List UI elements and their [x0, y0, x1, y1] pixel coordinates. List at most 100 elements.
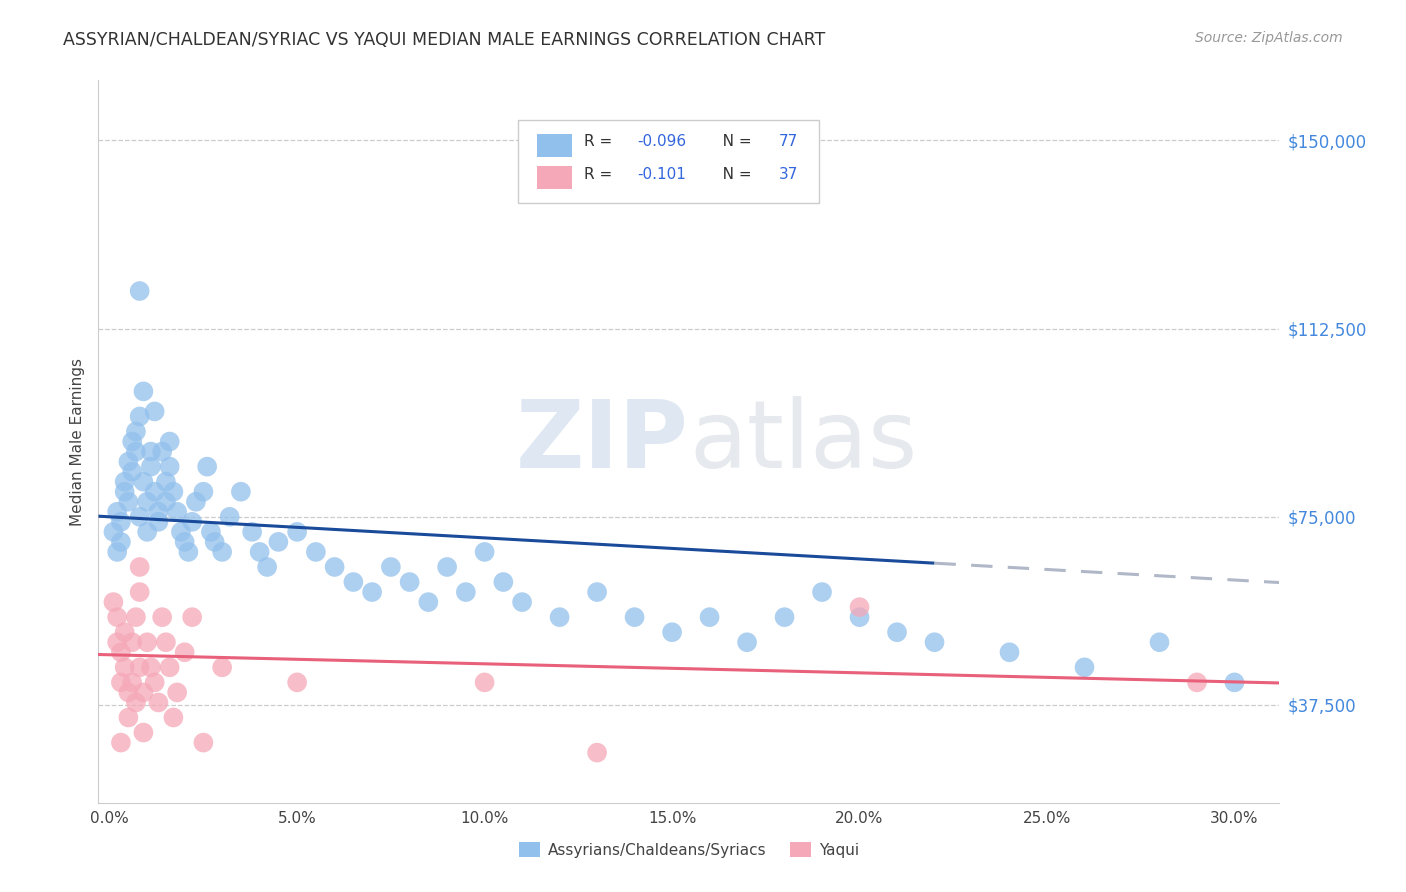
- Point: [193, 484, 215, 499]
- Point: [139, 444, 162, 458]
- Point: [510, 595, 533, 609]
- Point: [125, 696, 148, 710]
- Point: [811, 585, 834, 599]
- Point: [132, 685, 155, 699]
- Point: [143, 404, 166, 418]
- Point: [924, 635, 946, 649]
- Point: [623, 610, 645, 624]
- Text: 37: 37: [779, 167, 799, 182]
- Point: [105, 610, 128, 624]
- Point: [184, 494, 207, 508]
- Point: [136, 635, 159, 649]
- Point: [166, 685, 188, 699]
- Point: [181, 515, 204, 529]
- Point: [218, 509, 240, 524]
- Point: [125, 425, 148, 439]
- Point: [114, 660, 136, 674]
- Point: [699, 610, 721, 624]
- Point: [136, 494, 159, 508]
- Point: [305, 545, 328, 559]
- FancyBboxPatch shape: [517, 120, 818, 203]
- Point: [148, 515, 170, 529]
- Point: [105, 505, 128, 519]
- Point: [110, 675, 132, 690]
- Point: [105, 545, 128, 559]
- Point: [166, 505, 188, 519]
- Point: [155, 494, 177, 508]
- Point: [249, 545, 271, 559]
- Point: [155, 635, 177, 649]
- Point: [114, 475, 136, 489]
- Point: [342, 574, 364, 589]
- Point: [128, 660, 150, 674]
- Point: [240, 524, 263, 539]
- Point: [848, 600, 870, 615]
- Text: R =: R =: [583, 167, 617, 182]
- Point: [267, 534, 290, 549]
- Point: [229, 484, 252, 499]
- Point: [136, 524, 159, 539]
- Point: [256, 560, 278, 574]
- Point: [121, 434, 143, 449]
- Point: [132, 384, 155, 399]
- Point: [110, 735, 132, 749]
- Point: [285, 675, 308, 690]
- Point: [117, 494, 139, 508]
- Point: [177, 545, 200, 559]
- Point: [193, 735, 215, 749]
- Point: [661, 625, 683, 640]
- Point: [548, 610, 571, 624]
- Point: [773, 610, 796, 624]
- Point: [1223, 675, 1246, 690]
- Point: [586, 585, 609, 599]
- Point: [204, 534, 226, 549]
- Point: [139, 459, 162, 474]
- Point: [143, 484, 166, 499]
- Point: [211, 545, 233, 559]
- Text: N =: N =: [707, 134, 756, 149]
- Point: [361, 585, 384, 599]
- Point: [418, 595, 440, 609]
- Point: [155, 475, 177, 489]
- Text: -0.101: -0.101: [637, 167, 686, 182]
- Point: [125, 444, 148, 458]
- Point: [586, 746, 609, 760]
- Point: [103, 524, 125, 539]
- Point: [285, 524, 308, 539]
- Point: [148, 696, 170, 710]
- Point: [114, 484, 136, 499]
- Point: [173, 534, 195, 549]
- Point: [735, 635, 758, 649]
- Point: [159, 459, 181, 474]
- Point: [211, 660, 233, 674]
- Point: [110, 515, 132, 529]
- Point: [121, 465, 143, 479]
- Point: [117, 454, 139, 468]
- Point: [398, 574, 420, 589]
- Point: [150, 610, 173, 624]
- Point: [125, 610, 148, 624]
- Point: [110, 534, 132, 549]
- Text: R =: R =: [583, 134, 617, 149]
- Point: [998, 645, 1021, 659]
- Point: [323, 560, 346, 574]
- Point: [128, 560, 150, 574]
- Text: -0.096: -0.096: [637, 134, 686, 149]
- Point: [114, 625, 136, 640]
- Point: [474, 545, 496, 559]
- Point: [128, 509, 150, 524]
- Point: [128, 585, 150, 599]
- Point: [170, 524, 193, 539]
- Point: [128, 284, 150, 298]
- Point: [148, 505, 170, 519]
- Point: [173, 645, 195, 659]
- Y-axis label: Median Male Earnings: Median Male Earnings: [69, 358, 84, 525]
- Point: [139, 660, 162, 674]
- Point: [886, 625, 908, 640]
- Point: [159, 434, 181, 449]
- Text: Source: ZipAtlas.com: Source: ZipAtlas.com: [1195, 31, 1343, 45]
- Point: [121, 675, 143, 690]
- Point: [436, 560, 458, 574]
- Point: [128, 409, 150, 424]
- Text: ZIP: ZIP: [516, 395, 689, 488]
